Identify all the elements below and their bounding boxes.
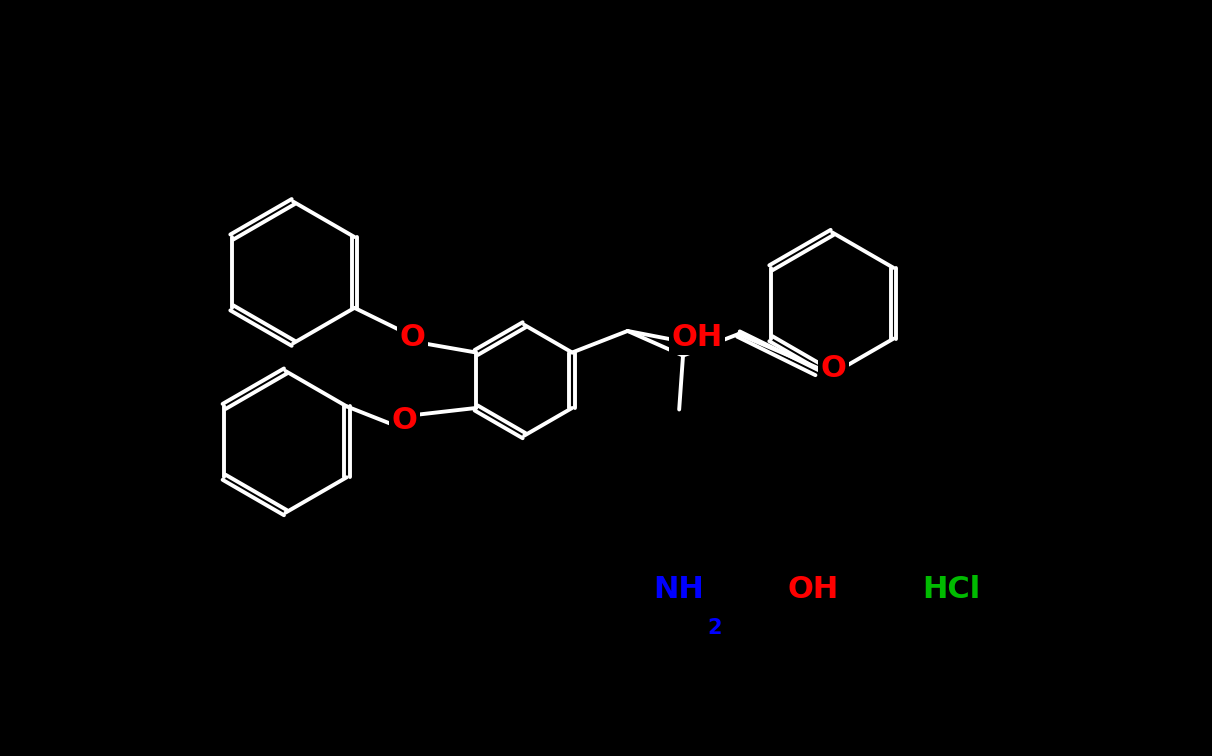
Text: O: O: [391, 406, 418, 435]
Text: O: O: [400, 324, 425, 352]
Text: NH: NH: [653, 575, 703, 604]
Text: HCl: HCl: [922, 575, 981, 604]
Text: O: O: [821, 355, 847, 383]
Text: 2: 2: [707, 618, 721, 639]
Text: OH: OH: [788, 575, 839, 604]
Text: OH: OH: [671, 324, 724, 352]
